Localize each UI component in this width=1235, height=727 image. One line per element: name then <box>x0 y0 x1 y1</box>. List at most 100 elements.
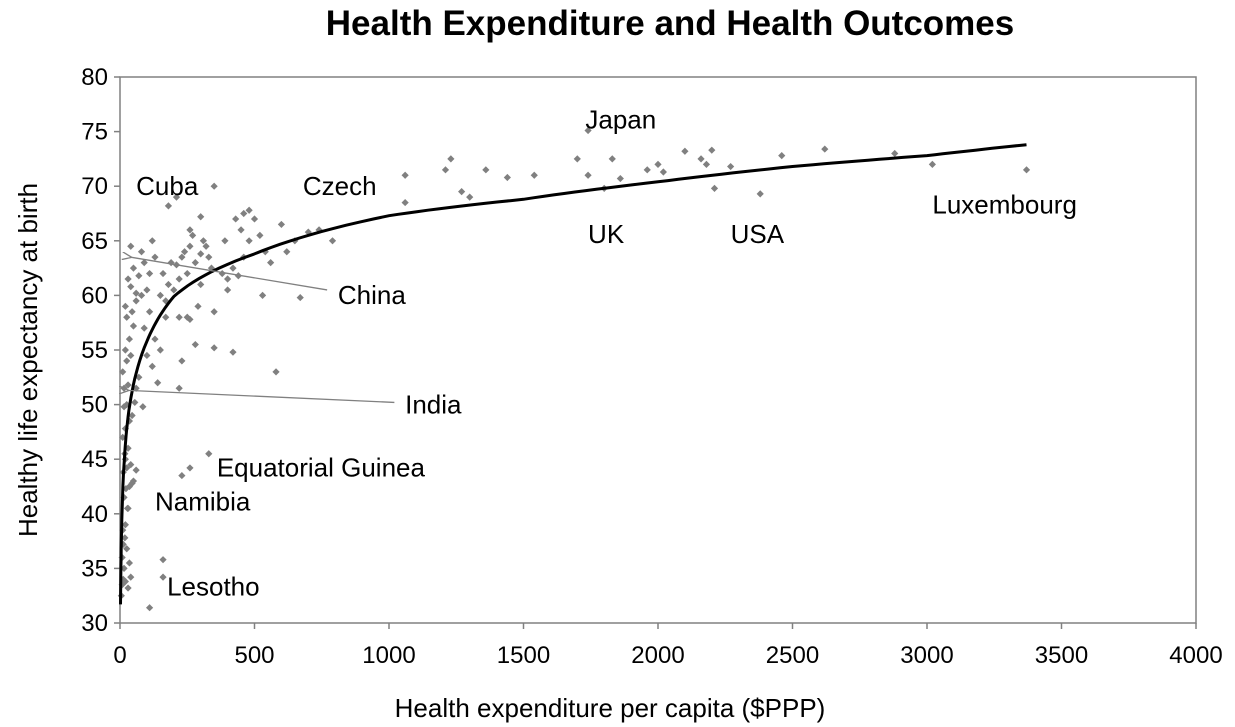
data-point <box>218 269 226 278</box>
y-tick-label: 55 <box>81 337 108 364</box>
data-point <box>125 335 134 343</box>
annotation-luxembourg: Luxembourg <box>932 190 1077 220</box>
data-point <box>654 160 662 168</box>
data-point <box>482 166 490 174</box>
annotation-arrows <box>128 257 395 404</box>
data-point <box>178 253 186 261</box>
data-point <box>151 335 159 343</box>
data-point <box>197 280 205 289</box>
data-point <box>277 220 285 229</box>
data-point <box>616 174 624 183</box>
data-point <box>131 398 139 407</box>
data-point <box>175 313 183 321</box>
data-point <box>178 471 186 480</box>
data-point <box>401 198 409 207</box>
data-point <box>210 182 218 190</box>
data-point <box>170 286 178 294</box>
y-tick-label: 30 <box>81 610 108 637</box>
data-point <box>121 534 129 542</box>
data-point <box>164 202 173 210</box>
data-point <box>151 253 159 261</box>
data-point <box>124 275 132 283</box>
data-point <box>172 193 181 201</box>
data-point <box>127 351 135 360</box>
data-point <box>643 166 651 174</box>
data-point <box>127 242 135 250</box>
y-tick-label: 65 <box>81 228 108 255</box>
data-point <box>503 173 511 182</box>
data-point <box>186 242 194 250</box>
data-point <box>697 155 705 163</box>
data-point <box>159 269 167 278</box>
data-point <box>229 348 237 356</box>
annotation-cuba: Cuba <box>136 171 199 201</box>
data-point <box>159 573 167 581</box>
x-tick-label: 0 <box>113 642 126 669</box>
data-point <box>156 346 164 354</box>
data-point <box>191 340 199 349</box>
data-point <box>1022 166 1031 174</box>
data-point <box>132 466 140 474</box>
data-point <box>125 559 134 567</box>
data-point <box>283 248 291 256</box>
data-point <box>123 313 131 321</box>
data-point <box>123 545 131 553</box>
data-point <box>267 259 275 267</box>
data-point <box>221 237 229 245</box>
tick-labels: 0 500 1000 1500 2000 2500 3000 3500 4000 30 35 40 45… <box>81 64 1222 669</box>
data-point <box>186 315 194 324</box>
data-point <box>197 213 205 221</box>
data-point <box>708 146 716 154</box>
data-point <box>124 444 132 452</box>
y-tick-label: 45 <box>81 446 108 473</box>
data-point <box>245 206 253 214</box>
x-tick-label: 3500 <box>1035 642 1088 669</box>
data-point <box>584 126 592 135</box>
data-point <box>159 556 167 564</box>
data-point <box>296 293 304 302</box>
y-tick-label: 80 <box>81 64 108 91</box>
data-point <box>123 401 131 409</box>
data-point <box>232 215 240 223</box>
data-point <box>224 286 232 294</box>
data-point <box>148 362 156 370</box>
x-tick-label: 1000 <box>362 642 415 669</box>
data-point <box>237 226 245 234</box>
x-tick-label: 500 <box>234 642 274 669</box>
data-point <box>197 250 205 258</box>
x-axis-label: Health expenditure per capita ($PPP) <box>395 693 826 723</box>
data-point <box>272 368 280 376</box>
annotation-lesotho: Lesotho <box>167 572 260 602</box>
annotation-namibia: Namibia <box>155 487 251 517</box>
data-point <box>401 171 409 179</box>
data-point <box>127 573 135 581</box>
x-tick-label: 2000 <box>631 642 684 669</box>
trendline <box>119 143 1027 605</box>
data-point <box>140 324 148 332</box>
annotation-china: China <box>338 280 406 310</box>
annotation-uk: UK <box>588 219 625 249</box>
data-point <box>186 464 194 472</box>
data-point <box>137 248 146 256</box>
data-point <box>183 269 191 278</box>
y-tick-label: 35 <box>81 555 108 582</box>
data-point <box>530 171 538 179</box>
data-point <box>162 297 170 305</box>
data-point <box>891 149 899 158</box>
data-point <box>164 280 173 289</box>
data-point <box>127 283 135 291</box>
plot-frame <box>119 76 1197 624</box>
annotation-india: India <box>405 389 462 419</box>
data-point <box>659 168 667 176</box>
data-point <box>180 248 189 256</box>
data-point <box>466 193 474 201</box>
data-point <box>121 346 129 354</box>
data-point <box>304 228 312 236</box>
data-point <box>121 521 129 529</box>
data-point <box>194 302 202 310</box>
data-point <box>178 357 186 365</box>
data-point <box>145 269 154 278</box>
chart-title: Health Expenditure and Health Outcomes <box>325 4 1015 43</box>
y-tick-label: 70 <box>81 173 108 200</box>
